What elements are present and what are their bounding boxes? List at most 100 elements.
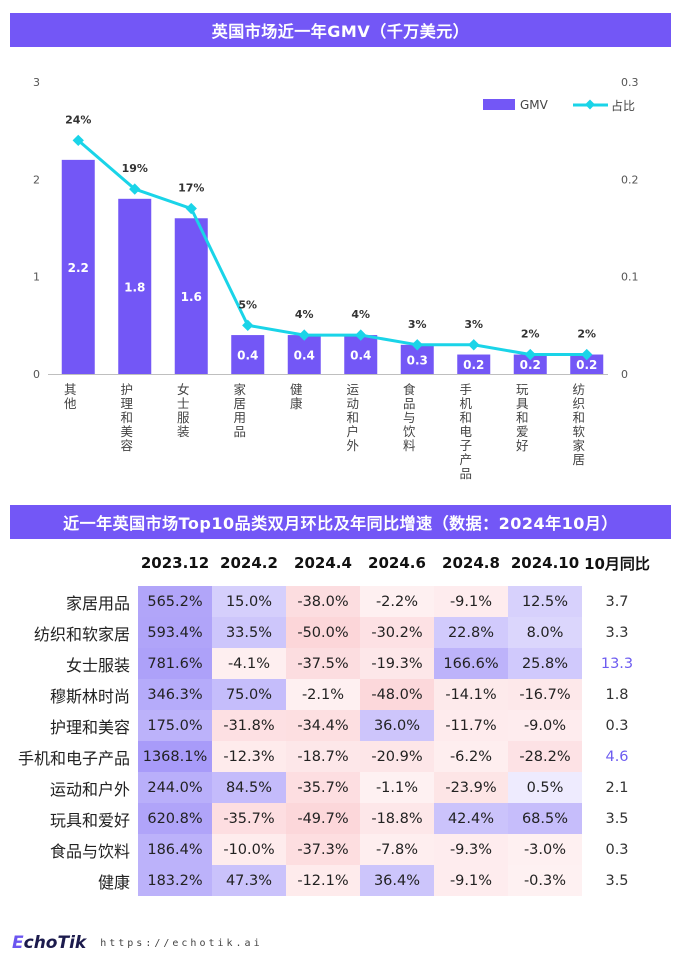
share-label: 5% xyxy=(238,298,257,311)
growth-cell: -9.1% xyxy=(434,586,508,617)
table-row: 穆斯林时尚 346.3% 75.0% -2.1% -48.0% -14.1% -16.7% 1… xyxy=(10,679,652,710)
growth-cell: -16.7% xyxy=(508,679,582,710)
y-tick-label: 3 xyxy=(33,76,40,89)
footer: EchoTik https://echotik.ai xyxy=(12,932,263,954)
share-point xyxy=(581,348,593,361)
yoy-cell: 3.3 xyxy=(605,624,629,641)
row-category: 食品与饮料 xyxy=(49,841,130,861)
growth-cell: 175.0% xyxy=(138,710,212,741)
y-tick-label: 2 xyxy=(33,173,40,186)
gmv-bar xyxy=(118,198,152,374)
share-label: 2% xyxy=(521,328,540,341)
growth-cell: -2.2% xyxy=(360,586,434,617)
y2-tick-label: 0.3 xyxy=(621,76,639,89)
y2-tick-label: 0.1 xyxy=(621,271,639,284)
growth-cell: -20.9% xyxy=(360,741,434,772)
growth-cell: -28.2% xyxy=(508,741,582,772)
yoy-cell: 0.3 xyxy=(605,841,629,858)
share-point xyxy=(72,134,84,147)
growth-cell: 42.4% xyxy=(434,803,508,834)
y-tick-label: 0 xyxy=(33,368,40,381)
yoy-cell: 3.5 xyxy=(605,872,629,889)
table-column-header: 2024.4 xyxy=(294,554,352,572)
growth-cell: -19.3% xyxy=(360,648,434,679)
x-tick-label: 运动和户外 xyxy=(346,382,359,453)
growth-cell: 593.4% xyxy=(138,617,212,648)
growth-cell: 84.5% xyxy=(212,772,286,803)
growth-cell: 36.4% xyxy=(360,865,434,896)
growth-cell: -34.4% xyxy=(286,710,360,741)
growth-table-wrap: 2023.12 2024.2 2024.4 2024.6 2024.8 2024.10 10… xyxy=(0,540,688,920)
share-point xyxy=(524,348,536,361)
growth-cell: -38.0% xyxy=(286,586,360,617)
gmv-bar xyxy=(174,218,208,374)
table-header-blank xyxy=(10,540,138,586)
bar-value-label: 0.4 xyxy=(294,349,315,363)
bar-value-label: 1.6 xyxy=(181,290,202,304)
x-tick-label: 玩具和爱好 xyxy=(516,382,529,453)
table-row: 护理和美容 175.0% -31.8% -34.4% 36.0% -11.7% -9.0% 0… xyxy=(10,710,652,741)
table-row: 女士服装 781.6% -4.1% -37.5% -19.3% 166.6% 25.8% 13… xyxy=(10,648,652,679)
growth-cell: -30.2% xyxy=(360,617,434,648)
growth-cell: -31.8% xyxy=(212,710,286,741)
legend-share-marker xyxy=(585,99,595,110)
table-row: 纺织和软家居 593.4% 33.5% -50.0% -30.2% 22.8% 8.0% 3.… xyxy=(10,617,652,648)
gmv-chart: 0 1 2 3 0 0.1 0.2 0.3 2.2 1.8 1.6 0.4 0.4 0.4 0.3 0.2 0.… xyxy=(33,76,639,481)
row-category: 护理和美容 xyxy=(49,717,130,737)
growth-cell: 75.0% xyxy=(212,679,286,710)
growth-cell: 25.8% xyxy=(508,648,582,679)
row-category: 手机和电子产品 xyxy=(17,748,130,768)
growth-cell: 1368.1% xyxy=(138,741,212,772)
yoy-cell: 3.7 xyxy=(605,593,629,610)
share-point xyxy=(298,329,310,341)
growth-cell: -10.0% xyxy=(212,834,286,865)
share-label: 24% xyxy=(65,113,91,126)
share-line xyxy=(77,139,587,357)
row-category: 女士服装 xyxy=(65,655,130,675)
table-column-header: 10月同比 xyxy=(584,554,650,573)
table-row: 食品与饮料 186.4% -10.0% -37.3% -7.8% -9.3% -3.0% 0.… xyxy=(10,834,652,865)
bar-value-label: 1.8 xyxy=(124,280,145,294)
share-point xyxy=(355,329,367,341)
yoy-cell: 0.3 xyxy=(605,717,629,734)
growth-cell: -37.3% xyxy=(286,834,360,865)
table-title-banner: 近一年英国市场Top10品类双月环比及年同比增速（数据：2024年10月） xyxy=(10,505,671,539)
growth-cell: -49.7% xyxy=(286,803,360,834)
growth-cell: -6.2% xyxy=(434,741,508,772)
yoy-cell: 2.1 xyxy=(605,779,629,796)
share-label: 17% xyxy=(178,182,204,195)
growth-cell: -11.7% xyxy=(434,710,508,741)
growth-cell: 244.0% xyxy=(138,772,212,803)
growth-table: 2023.12 2024.2 2024.4 2024.6 2024.8 2024.10 10… xyxy=(10,540,652,896)
growth-cell: 68.5% xyxy=(508,803,582,834)
growth-cell: 166.6% xyxy=(434,648,508,679)
growth-cell: -9.1% xyxy=(434,865,508,896)
x-tick-label: 女士服装 xyxy=(177,382,190,439)
growth-cell: -37.5% xyxy=(286,648,360,679)
gmv-bar xyxy=(344,335,378,374)
chart-title-banner: 英国市场近一年GMV（千万美元） xyxy=(10,13,671,47)
growth-cell: 12.5% xyxy=(508,586,582,617)
growth-cell: -35.7% xyxy=(212,803,286,834)
yoy-cell: 4.6 xyxy=(605,748,629,765)
growth-cell: -18.8% xyxy=(360,803,434,834)
table-row: 玩具和爱好 620.8% -35.7% -49.7% -18.8% 42.4% 68.5% 3… xyxy=(10,803,652,834)
bar-value-label: 0.2 xyxy=(463,358,484,372)
share-point xyxy=(468,339,480,351)
footer-url[interactable]: https://echotik.ai xyxy=(100,937,263,949)
yoy-cell: 3.5 xyxy=(605,810,629,827)
echotik-logo: EchoTik xyxy=(12,933,87,953)
bar-value-label: 0.4 xyxy=(350,349,371,363)
share-label: 4% xyxy=(295,308,314,321)
growth-cell: -3.0% xyxy=(508,834,582,865)
growth-cell: 186.4% xyxy=(138,834,212,865)
legend-share-label: 占比 xyxy=(611,98,635,113)
table-header-row: 2023.12 2024.2 2024.4 2024.6 2024.8 2024.10 10… xyxy=(10,540,652,586)
legend-gmv-swatch xyxy=(483,99,515,110)
growth-cell: 183.2% xyxy=(138,865,212,896)
table-column-header: 2023.12 xyxy=(140,554,210,572)
bar-value-label: 0.3 xyxy=(407,353,428,367)
legend-gmv-label: GMV xyxy=(520,98,549,112)
x-tick-label: 纺织和软家居 xyxy=(572,382,585,467)
growth-cell: -48.0% xyxy=(360,679,434,710)
